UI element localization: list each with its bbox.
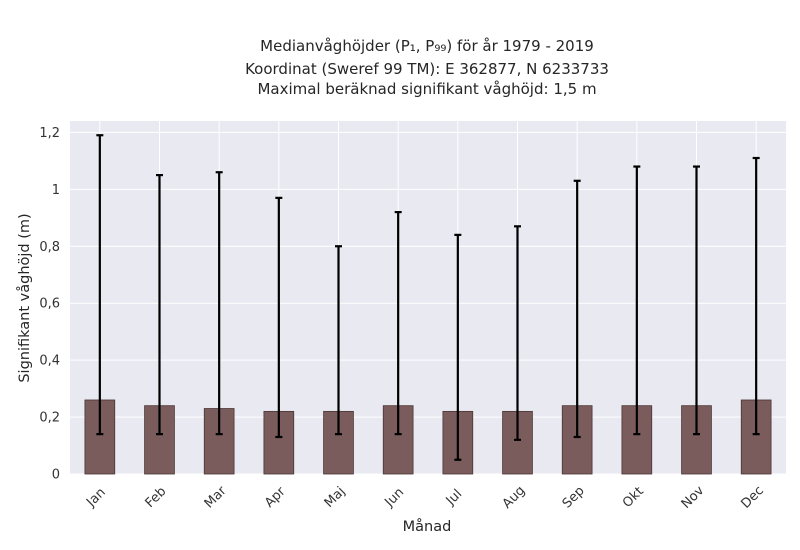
x-axis-label: Månad (403, 518, 452, 535)
x-tick-label: Sep (560, 484, 588, 512)
title-line-3: Maximal beräknad signifikant våghöjd: 1,… (257, 80, 596, 98)
x-tick-label: Mar (202, 483, 230, 511)
error-bar-jun (394, 210, 402, 436)
y-tick-label: 0,4 (39, 354, 60, 369)
y-tick-label: 0,8 (39, 240, 60, 255)
y-tick-label: 0,2 (39, 411, 60, 426)
error-bar-maj (335, 245, 342, 436)
error-bars (96, 134, 760, 461)
x-tick-label: Maj (322, 484, 349, 511)
x-tick-label: Jun (381, 485, 407, 511)
y-tick-labels: 0 0,2 0,4 0,6 0,8 1 1,2 (39, 126, 60, 483)
y-axis-label: Signifikant våghöjd (m) (16, 213, 33, 382)
error-bar-nov (693, 165, 700, 436)
y-tick-label: 1 (52, 183, 60, 198)
chart-title: Medianvåghöjder (P₁, P₉₉) för år 1979 - … (245, 37, 609, 98)
error-bar-okt (633, 165, 641, 436)
plot-area (70, 121, 786, 474)
x-tick-label: Dec (738, 483, 766, 511)
x-tick-label: Aug (500, 483, 529, 512)
error-bar-sep (573, 179, 581, 439)
x-tick-label: Jan (83, 485, 108, 510)
x-tick-label: Okt (620, 484, 647, 511)
y-tick-label: 1,2 (39, 126, 60, 141)
x-tick-labels: Jan Feb Mar Apr Maj Jun Jul Aug Sep Okt Nov Dec (83, 483, 767, 512)
error-bar-aug (514, 225, 521, 441)
title-line-1: Medianvåghöjder (P₁, P₉₉) för år 1979 - … (260, 37, 594, 55)
error-bar-jan (96, 134, 104, 436)
y-tick-label: 0,6 (39, 297, 60, 312)
title-line-2: Koordinat (Sweref 99 TM): E 362877, N 62… (245, 60, 609, 78)
error-bar-dec (752, 156, 760, 436)
error-bar-apr (275, 196, 283, 439)
x-tick-label: Nov (679, 483, 708, 512)
error-bar-feb (156, 173, 163, 436)
x-tick-label: Apr (262, 484, 289, 511)
y-tick-label: 0 (52, 468, 60, 483)
x-tick-label: Feb (143, 484, 170, 511)
error-bar-mar (215, 171, 223, 436)
error-bar-jul (454, 233, 462, 461)
x-tick-label: Jul (443, 487, 465, 509)
